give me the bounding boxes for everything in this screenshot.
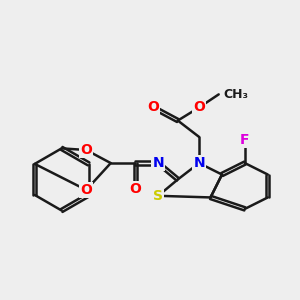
Text: O: O <box>129 182 141 196</box>
Text: N: N <box>193 156 205 170</box>
Text: N: N <box>152 156 164 170</box>
Text: O: O <box>193 100 205 115</box>
Text: O: O <box>80 143 92 157</box>
Text: S: S <box>153 189 163 203</box>
Text: CH₃: CH₃ <box>224 88 249 101</box>
Text: F: F <box>240 133 250 147</box>
Text: O: O <box>147 100 159 115</box>
Text: O: O <box>80 183 92 197</box>
